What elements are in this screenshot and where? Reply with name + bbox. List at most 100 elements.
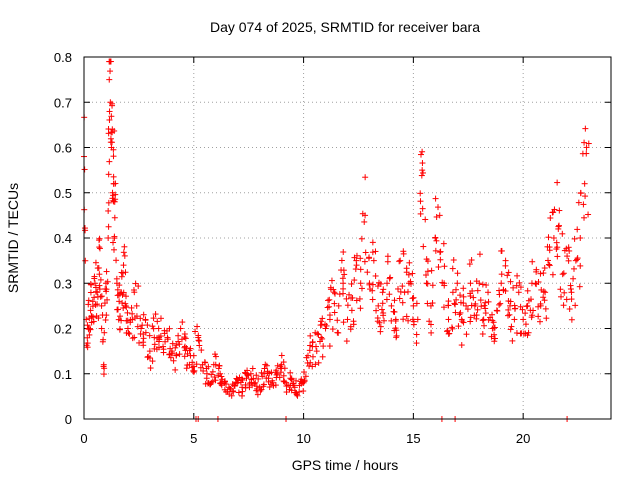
data-point (288, 376, 295, 383)
data-point (581, 180, 588, 187)
y-tick-label: 0.2 (54, 322, 72, 337)
data-point (440, 240, 447, 247)
data-point (383, 296, 390, 303)
data-point (520, 316, 527, 323)
data-point (424, 268, 431, 275)
data-point (269, 379, 276, 386)
data-point (555, 223, 562, 230)
data-point (528, 296, 535, 303)
data-point (406, 259, 413, 266)
data-point (239, 392, 246, 399)
data-point (195, 332, 202, 339)
data-point (583, 144, 590, 151)
data-point (320, 343, 327, 350)
data-point (585, 211, 592, 218)
data-point (166, 325, 173, 332)
data-point (187, 345, 194, 352)
data-point (175, 332, 182, 339)
data-point (491, 324, 498, 331)
data-point (253, 372, 260, 379)
data-point (164, 336, 171, 343)
data-point (550, 235, 557, 241)
data-point (250, 375, 257, 382)
data-point (554, 253, 561, 260)
data-point (119, 270, 126, 277)
data-point (466, 261, 473, 268)
data-point (549, 271, 556, 278)
data-point (452, 301, 459, 308)
data-point (131, 289, 138, 296)
data-point (413, 340, 420, 347)
y-tick-label: 0.6 (54, 141, 72, 156)
data-point (200, 367, 207, 374)
data-point (422, 216, 429, 223)
data-point (537, 270, 544, 277)
data-point (403, 313, 410, 320)
data-point (133, 302, 140, 309)
data-point (386, 291, 393, 298)
data-point (436, 212, 443, 219)
data-point (373, 307, 380, 314)
data-point (379, 300, 386, 307)
data-point (298, 376, 305, 383)
data-point (116, 326, 123, 333)
data-point (115, 306, 122, 313)
data-point (422, 272, 429, 279)
data-point (81, 225, 88, 232)
data-point (315, 331, 322, 338)
data-point (336, 291, 343, 298)
data-point (366, 280, 373, 287)
data-point (514, 272, 521, 279)
data-point (384, 258, 391, 265)
data-point (419, 167, 426, 174)
data-point (568, 316, 575, 323)
data-point (507, 278, 514, 285)
data-point (107, 135, 114, 142)
data-point (410, 294, 417, 301)
data-point (559, 271, 566, 278)
data-point (125, 329, 132, 336)
data-point (348, 280, 355, 287)
data-point (344, 302, 351, 309)
data-point (194, 323, 201, 330)
data-point (318, 321, 325, 328)
data-point (331, 289, 338, 296)
data-point (427, 321, 434, 328)
x-tick-label: 0 (80, 431, 87, 446)
data-point (361, 258, 368, 265)
data-point (258, 386, 265, 393)
data-point (108, 139, 115, 146)
data-point (428, 267, 435, 274)
data-point (570, 275, 577, 282)
data-point (244, 371, 251, 378)
data-point (457, 292, 464, 299)
data-point (334, 317, 341, 324)
data-point (432, 235, 439, 241)
data-point (426, 318, 433, 325)
data-point (239, 388, 246, 395)
data-point (155, 325, 162, 332)
data-point (460, 300, 467, 307)
data-point (113, 257, 120, 264)
data-point (479, 330, 486, 337)
data-point (96, 271, 103, 278)
data-point (417, 198, 424, 205)
data-point (183, 365, 190, 372)
data-point (571, 235, 578, 242)
data-point (149, 358, 156, 365)
data-point (147, 365, 154, 372)
data-point (574, 256, 581, 263)
data-point (126, 330, 133, 337)
data-point (205, 363, 212, 370)
data-point (524, 287, 531, 294)
data-point (557, 293, 564, 300)
data-point (400, 248, 407, 255)
data-point (351, 277, 358, 284)
data-point (335, 329, 342, 336)
data-point (457, 309, 464, 316)
data-point (266, 370, 273, 377)
data-point (472, 300, 479, 307)
data-point (494, 307, 501, 314)
data-point (325, 297, 332, 304)
data-point (96, 237, 103, 244)
